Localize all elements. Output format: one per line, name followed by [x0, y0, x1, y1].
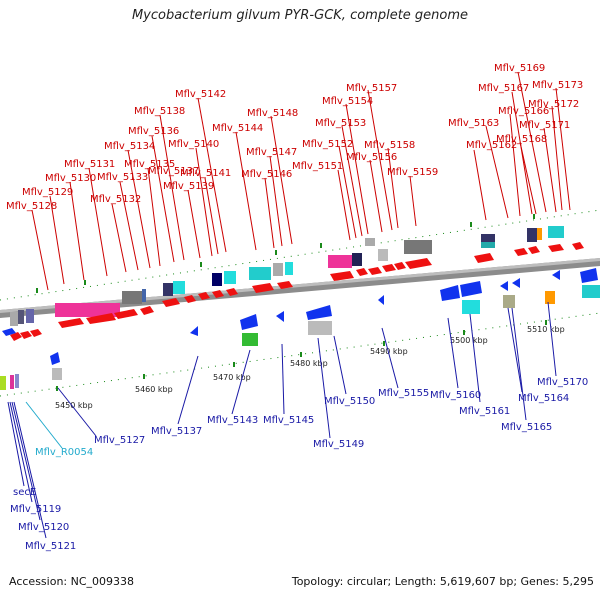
gene-label: Mflv_R0054 [35, 447, 93, 458]
gene-label: Mflv_5172 [528, 99, 579, 110]
gene-label: Mflv_5158 [364, 140, 415, 151]
gene-label: Mflv_5149 [313, 439, 364, 450]
gene-label: Mflv_5137 [151, 426, 202, 437]
tracks [0, 209, 600, 397]
gene-label: Mflv_5143 [207, 415, 258, 426]
gene-label: Mflv_5148 [247, 108, 298, 119]
forward-leaders [31, 71, 571, 291]
gene-label: Mflv_5157 [346, 83, 397, 94]
gene-label: Mflv_5137 [148, 166, 199, 177]
gene-label: Mflv_5164 [518, 393, 569, 404]
gene-label: Mflv_5133 [97, 172, 148, 183]
gene-label: Mflv_5150 [324, 396, 375, 407]
gene-label: Mflv_5142 [175, 89, 226, 100]
scale-label: 5500 kbp [450, 336, 488, 345]
gene-label: Mflv_5141 [180, 168, 231, 179]
backbone [0, 258, 600, 318]
gene-label: Mflv_5121 [25, 541, 76, 552]
gene-label: Mflv_5153 [315, 118, 366, 129]
gene-label: Mflv_5152 [302, 139, 353, 150]
gene-label: Mflv_5136 [128, 126, 179, 137]
scale-label: 5470 kbp [213, 373, 251, 382]
reverse-gene-arrows [0, 268, 600, 390]
gene-label: Mflv_5151 [292, 161, 343, 172]
gene-label: Mflv_5135 [124, 159, 175, 170]
forward-function-blocks [10, 226, 564, 326]
map-title: Mycobacterium gilvum PYR-GCK, complete g… [131, 8, 469, 23]
reverse-leaders [7, 301, 557, 539]
scale-label: 5480 kbp [290, 359, 328, 368]
scale-labels: 5450 kbp 5460 kbp 5470 kbp 5480 kbp 5490… [55, 325, 565, 410]
gene-label: secE [13, 487, 36, 498]
gene-label: Mflv_5154 [322, 96, 373, 107]
gene-label: Mflv_5147 [246, 147, 297, 158]
gene-label: Mflv_5145 [263, 415, 314, 426]
gene-label: Mflv_5155 [378, 388, 429, 399]
gene-label: Mflv_5169 [494, 63, 545, 74]
gene-label: Mflv_5127 [94, 435, 145, 446]
gene-label: Mflv_5166 [498, 106, 549, 117]
gene-label: Mflv_5171 [519, 120, 570, 131]
tick-marks [36, 214, 547, 391]
gene-label: Mflv_5128 [6, 201, 57, 212]
gene-label: Mflv_5132 [90, 194, 141, 205]
gene-label: Mflv_5163 [448, 118, 499, 129]
forward-gene-arrows [10, 242, 584, 341]
gene-label: Mflv_5119 [10, 504, 61, 515]
gene-label: Mflv_5140 [168, 139, 219, 150]
gene-label: Mflv_5129 [22, 187, 73, 198]
scale-label: 5490 kbp [370, 347, 408, 356]
gene-label: Mflv_5139 [163, 181, 214, 192]
gene-label: Mflv_5138 [134, 106, 185, 117]
gene-label: Mflv_5134 [104, 141, 155, 152]
gene-label: Mflv_5165 [501, 422, 552, 433]
gene-label: Mflv_5167 [478, 83, 529, 94]
scale-label: 5510 kbp [527, 325, 565, 334]
accession: Accession: NC_009338 [9, 575, 135, 588]
forward-gene-labels: Mflv_5128 Mflv_5129 Mflv_5130 Mflv_5131 … [6, 63, 583, 212]
gene-label: Mflv_5159 [387, 167, 438, 178]
gene-label: Mflv_5173 [532, 80, 583, 91]
genome-summary: Topology: circular; Length: 5,619,607 bp… [291, 575, 594, 588]
gene-label: Mflv_5161 [459, 406, 510, 417]
gene-label: Mflv_5131 [64, 159, 115, 170]
gene-label: Mflv_5170 [537, 377, 588, 388]
gene-label: Mflv_5130 [45, 173, 96, 184]
reverse-gene-labels: secE Mflv_5119 Mflv_5120 Mflv_5121 Mflv_… [10, 377, 588, 552]
scale-label: 5460 kbp [135, 385, 173, 394]
gene-label: Mflv_5144 [212, 123, 263, 134]
gene-label: Mflv_5162 [466, 140, 517, 151]
gene-label: Mflv_5156 [346, 152, 397, 163]
rna-leader [25, 401, 63, 449]
rna-gene-labels: Mflv_R0054 [35, 447, 93, 458]
gene-label: Mflv_5120 [18, 522, 69, 533]
gene-label: Mflv_5168 [496, 134, 547, 145]
gene-label: Mflv_5146 [241, 169, 292, 180]
scale-label: 5450 kbp [55, 401, 93, 410]
gene-label: Mflv_5160 [430, 390, 481, 401]
